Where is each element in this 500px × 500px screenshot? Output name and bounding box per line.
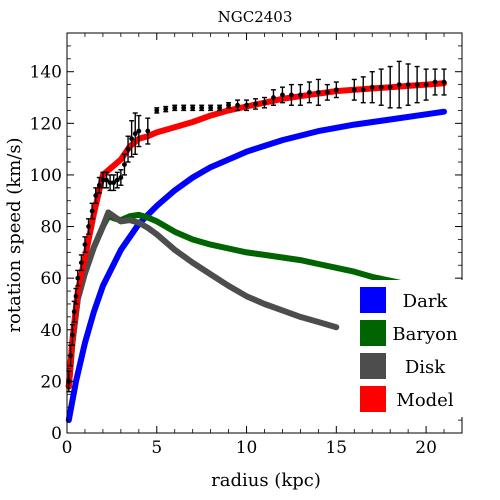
data-point bbox=[107, 180, 113, 186]
y-tick-label: 40 bbox=[40, 321, 62, 341]
legend-swatch-model bbox=[360, 386, 386, 412]
x-tick-label: 10 bbox=[236, 438, 258, 458]
ticks-layer: 0 5 10 15 20 0 20 40 60 80 100 120 140 bbox=[30, 33, 462, 458]
data-point bbox=[280, 92, 285, 98]
data-point bbox=[104, 177, 109, 183]
data-point bbox=[163, 106, 169, 112]
legend-swatch-baryon bbox=[360, 320, 386, 346]
legend-label-model: Model bbox=[396, 390, 453, 411]
data-point bbox=[235, 102, 240, 108]
data-point bbox=[298, 92, 303, 98]
data-point bbox=[351, 87, 357, 93]
data-point bbox=[100, 177, 106, 183]
data-point bbox=[136, 128, 142, 134]
data-point bbox=[378, 84, 384, 90]
data-point bbox=[396, 82, 402, 88]
legend-label-baryon: Baryon bbox=[392, 324, 458, 345]
data-point bbox=[306, 89, 312, 95]
data-point bbox=[253, 101, 258, 107]
data-point bbox=[132, 131, 138, 137]
data-point bbox=[208, 105, 214, 111]
x-tick-label: 0 bbox=[62, 438, 73, 458]
data-point bbox=[111, 180, 117, 186]
data-point bbox=[414, 82, 420, 88]
y-tick-label: 0 bbox=[51, 424, 62, 444]
y-tick-label: 60 bbox=[40, 269, 62, 289]
x-axis-label: radius (kpc) bbox=[211, 470, 321, 491]
data-point bbox=[78, 260, 84, 266]
series-line-dark bbox=[65, 108, 447, 424]
data-point bbox=[145, 128, 151, 134]
data-point bbox=[181, 105, 187, 111]
chart-title: NGC2403 bbox=[218, 8, 293, 26]
legend-swatch-dark bbox=[360, 287, 386, 313]
x-tick-label: 20 bbox=[415, 438, 437, 458]
data-point bbox=[244, 102, 249, 108]
data-point bbox=[217, 105, 223, 111]
y-tick-label: 100 bbox=[30, 166, 62, 186]
y-tick-label: 120 bbox=[30, 114, 62, 134]
y-tick-label: 140 bbox=[30, 63, 62, 83]
y-tick-label: 80 bbox=[40, 218, 62, 238]
data-point bbox=[75, 275, 81, 281]
data-point bbox=[93, 193, 99, 198]
series-line-disk bbox=[65, 209, 340, 390]
data-point bbox=[262, 100, 267, 106]
data-point bbox=[71, 309, 77, 315]
data-point bbox=[114, 177, 120, 183]
data-point bbox=[86, 224, 91, 229]
data-point bbox=[69, 332, 75, 338]
x-tick-label: 15 bbox=[325, 438, 347, 458]
data-point bbox=[423, 82, 429, 88]
data-points-layer bbox=[66, 60, 447, 393]
data-point bbox=[360, 87, 366, 93]
data-point bbox=[122, 162, 127, 168]
data-point bbox=[129, 136, 135, 142]
data-point bbox=[154, 108, 160, 113]
legend-label-disk: Disk bbox=[405, 357, 446, 378]
data-point bbox=[190, 105, 196, 111]
data-point bbox=[369, 84, 375, 90]
data-point bbox=[333, 87, 339, 93]
data-point bbox=[315, 89, 321, 95]
data-point bbox=[226, 102, 231, 108]
data-point bbox=[96, 182, 102, 188]
x-tick-label: 5 bbox=[151, 438, 162, 458]
data-point bbox=[118, 175, 124, 180]
data-point bbox=[89, 208, 95, 214]
data-point bbox=[405, 82, 411, 88]
data-point bbox=[172, 105, 178, 111]
data-point bbox=[432, 79, 438, 85]
data-point bbox=[73, 293, 79, 299]
data-point bbox=[324, 89, 330, 95]
legend-swatch-disk bbox=[360, 353, 386, 379]
legend-label-dark: Dark bbox=[403, 291, 449, 312]
data-point bbox=[387, 84, 393, 90]
data-point bbox=[82, 242, 88, 248]
y-tick-label: 20 bbox=[40, 372, 62, 392]
y-axis-label: rotation speed (km/s) bbox=[4, 137, 25, 332]
data-point bbox=[271, 95, 276, 100]
data-point bbox=[199, 105, 205, 111]
data-point bbox=[125, 146, 131, 152]
plot-area: 0 5 10 15 20 0 20 40 60 80 100 120 140 bbox=[30, 32, 463, 458]
data-point bbox=[289, 92, 294, 98]
data-point bbox=[441, 79, 447, 85]
legend: Dark Baryon Disk Model bbox=[347, 280, 463, 417]
